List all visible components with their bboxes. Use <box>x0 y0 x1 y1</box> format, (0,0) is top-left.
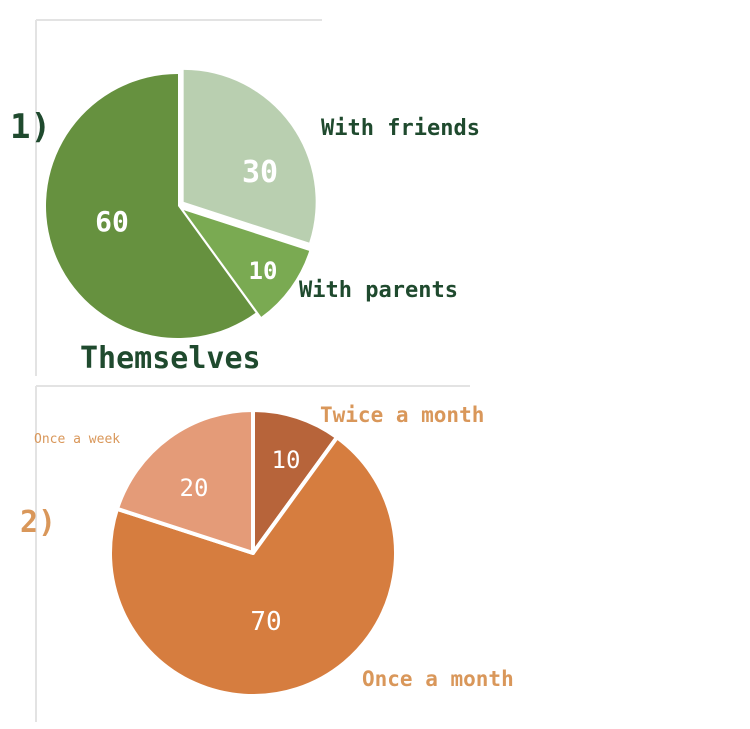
category-label-once-a-month: Once a month <box>362 667 514 691</box>
pie-chart-2: 2) 10 70 20 Twice a month Once a month O… <box>20 403 514 698</box>
chart-1-number: 1) <box>10 107 51 147</box>
category-label-twice-a-month: Twice a month <box>320 403 484 427</box>
slice-with-parents <box>183 210 310 317</box>
slice-with-friends <box>183 69 316 243</box>
value-label-with-friends: 30 <box>242 155 278 190</box>
value-label-twice-a-month: 10 <box>272 446 301 474</box>
value-label-with-parents: 10 <box>249 257 278 285</box>
category-label-with-parents: With parents <box>299 278 458 303</box>
value-label-themselves: 60 <box>95 205 129 238</box>
category-label-once-a-week: Once a week <box>34 432 120 447</box>
slice-once-a-week <box>115 408 255 555</box>
slice-once-a-month <box>108 435 398 698</box>
slice-twice-a-month <box>251 408 340 555</box>
category-label-with-friends: With friends <box>321 116 480 141</box>
slice-themselves <box>46 74 256 338</box>
category-label-themselves: Themselves <box>80 341 261 376</box>
pie-chart-1: 1) 30 10 60 With friends With parents Th… <box>10 69 480 376</box>
chart-2-number: 2) <box>20 505 56 540</box>
value-label-once-a-month: 70 <box>250 607 281 637</box>
value-label-once-a-week: 20 <box>180 474 209 502</box>
